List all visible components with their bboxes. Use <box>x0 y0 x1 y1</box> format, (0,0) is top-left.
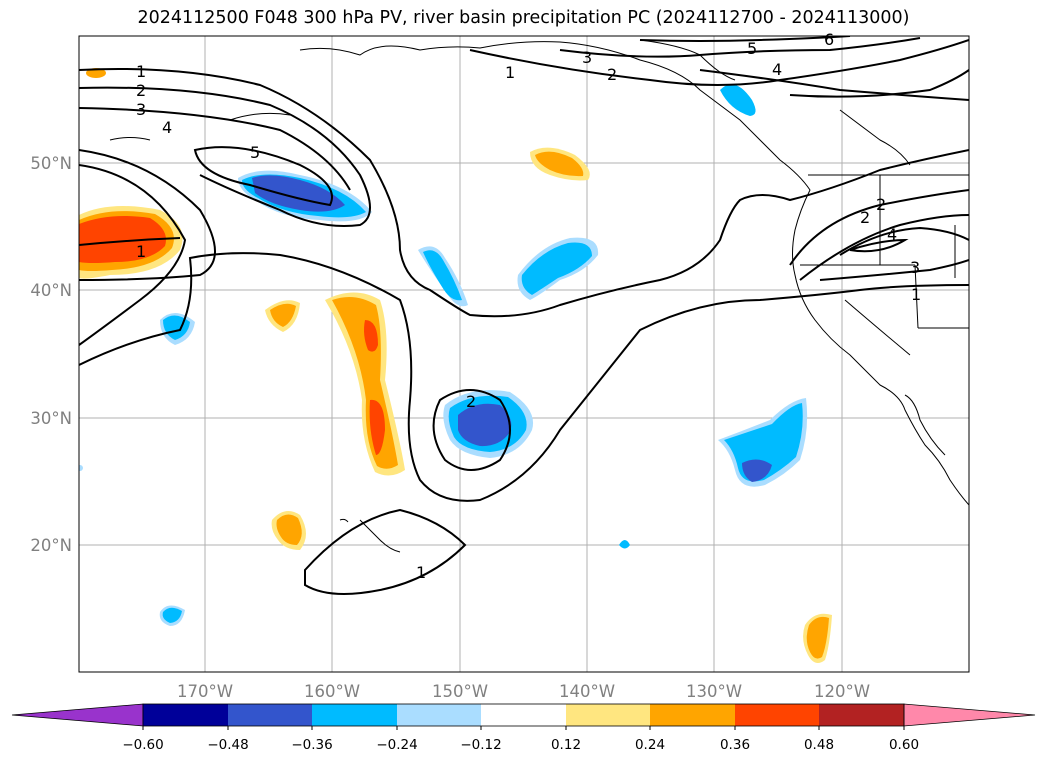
lon-label: 150°W <box>432 682 488 701</box>
colorbar-swatch <box>143 704 228 726</box>
lon-label: 120°W <box>814 682 870 701</box>
contour-label: 2 <box>466 392 476 411</box>
contour-label: 1 <box>136 62 146 81</box>
lat-label: 20°N <box>30 536 72 555</box>
lat-label: 50°N <box>30 154 72 173</box>
map-title: 2024112500 F048 300 hPa PV, river basin … <box>137 8 910 28</box>
colorbar-swatch <box>228 704 312 726</box>
map-area <box>79 36 969 672</box>
pv-contours <box>79 36 969 595</box>
colorbar: −0.60 −0.48 −0.36 −0.24 −0.12 0.12 0.24 … <box>11 703 1036 753</box>
colorbar-swatch <box>566 704 650 726</box>
contour-label: 2 <box>860 208 870 227</box>
contour-label: 4 <box>887 225 897 244</box>
colorbar-tick-label: 0.60 <box>889 737 919 753</box>
colorbar-tick-label: 0.36 <box>720 737 750 753</box>
contour-label: 2 <box>876 195 886 214</box>
colorbar-swatch <box>650 704 735 726</box>
lon-label: 160°W <box>304 682 360 701</box>
latitude-labels: 50°N 40°N 30°N 20°N <box>30 154 72 555</box>
colorbar-tick-label: 0.24 <box>635 737 665 753</box>
colorbar-tick-label: −0.36 <box>291 737 332 753</box>
colorbar-tick-label: −0.48 <box>207 737 248 753</box>
contour-label: 2 <box>136 81 146 100</box>
contour-label: 6 <box>824 30 834 49</box>
lon-label: 170°W <box>177 682 233 701</box>
contour-label: 1 <box>136 242 146 261</box>
contour-label: 3 <box>910 258 920 277</box>
colorbar-swatch <box>819 704 904 726</box>
colorbar-tick-label: −0.24 <box>376 737 417 753</box>
colorbar-tick-label: −0.12 <box>460 737 501 753</box>
colorbar-swatch <box>312 704 397 726</box>
map-border <box>78 35 970 673</box>
contour-label: 3 <box>582 48 592 67</box>
longitude-labels: 170°W 160°W 150°W 140°W 130°W 120°W <box>177 682 870 701</box>
contour-label: 5 <box>250 143 260 162</box>
contour-label: 5 <box>747 39 757 58</box>
lon-label: 140°W <box>559 682 615 701</box>
lat-label: 40°N <box>30 281 72 300</box>
contour-label: 2 <box>607 65 617 84</box>
coastlines <box>109 39 969 553</box>
contour-label: 4 <box>162 118 172 137</box>
contour-labels: 1 2 3 4 5 6 1 2 3 4 5 1 1 2 2 3 4 1 2 <box>136 30 921 582</box>
lat-label: 30°N <box>30 409 72 428</box>
positive-precip-area <box>79 216 166 263</box>
contour-label: 4 <box>772 60 782 79</box>
contour-label: 1 <box>911 285 921 304</box>
contour-label: 3 <box>136 100 146 119</box>
lon-label: 130°W <box>686 682 742 701</box>
colorbar-tick-label: −0.60 <box>122 737 163 753</box>
colorbar-tick-label: 0.12 <box>551 737 581 753</box>
colorbar-swatch <box>735 704 819 726</box>
contour-label: 1 <box>505 63 515 82</box>
colorbar-min-extend <box>11 703 144 727</box>
colorbar-max-extend <box>903 703 1036 727</box>
colorbar-swatch <box>481 704 566 726</box>
colorbar-swatch <box>397 704 481 726</box>
contour-label: 1 <box>416 563 426 582</box>
colorbar-tick-label: 0.48 <box>804 737 834 753</box>
